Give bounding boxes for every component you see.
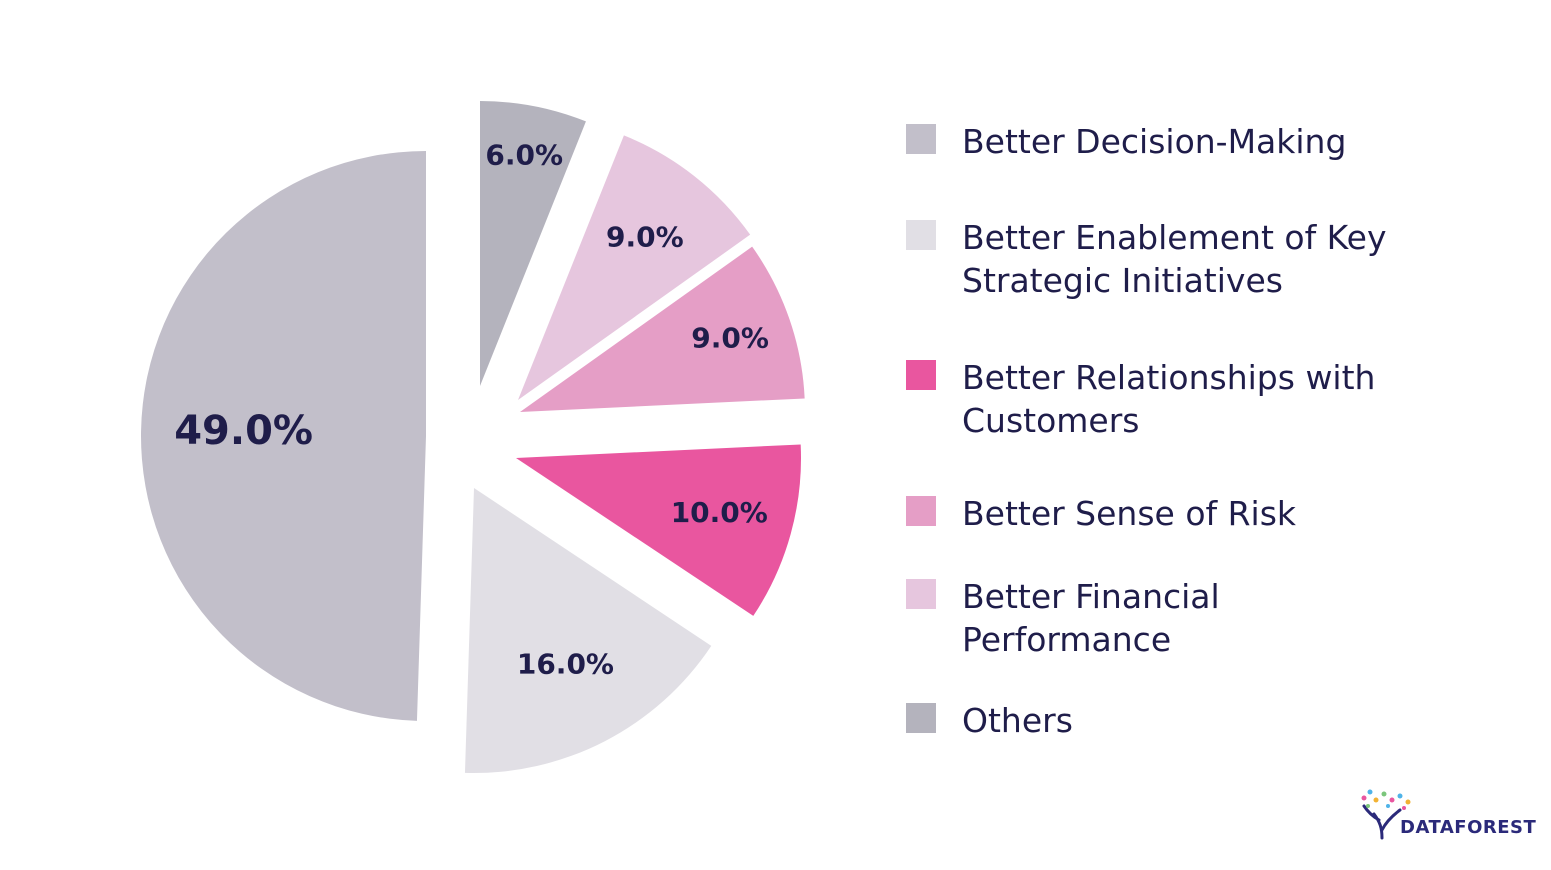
legend-swatch xyxy=(906,220,936,250)
pie-slice-better-enablement-of-key-strategic-initiatives xyxy=(464,488,712,773)
slice-data-label: 9.0% xyxy=(606,221,684,254)
pie-slice-others xyxy=(480,101,586,386)
legend-swatch xyxy=(906,579,936,609)
legend-label: Better Financial Performance xyxy=(962,577,1220,659)
dataforest-logo: DATAFOREST xyxy=(1358,786,1536,842)
legend-swatch xyxy=(906,124,936,154)
legend-label: Better Enablement of Key Strategic Initi… xyxy=(962,218,1387,300)
legend-item-relationships-customers: Better Relationships with Customers xyxy=(906,356,1432,442)
legend-item-key-strategic-initiatives: Better Enablement of Key Strategic Initi… xyxy=(906,216,1432,302)
brand-name: DATAFOREST xyxy=(1400,817,1537,838)
legend-label: Better Decision-Making xyxy=(962,122,1347,161)
slice-data-label: 6.0% xyxy=(485,139,563,172)
legend-item-decision-making: Better Decision-Making xyxy=(906,120,1432,163)
pie-slice-better-relationships-with-customers xyxy=(516,444,801,616)
chart-legend: Better Decision-Making Better Enablement… xyxy=(906,0,1466,870)
slice-data-label: 10.0% xyxy=(671,496,768,529)
legend-item-sense-of-risk: Better Sense of Risk xyxy=(906,492,1432,535)
legend-label: Others xyxy=(962,701,1073,740)
legend-swatch xyxy=(906,360,936,390)
legend-item-financial-performance: Better Financial Performance xyxy=(906,575,1432,661)
legend-item-others: Others xyxy=(906,699,1432,742)
slice-data-label: 16.0% xyxy=(517,647,614,680)
legend-swatch xyxy=(906,703,936,733)
legend-label: Better Relationships with Customers xyxy=(962,358,1376,440)
pie-slice-better-sense-of-risk xyxy=(520,246,805,412)
legend-label: Better Sense of Risk xyxy=(962,494,1297,533)
slice-data-label: 9.0% xyxy=(691,321,769,354)
pie-slice-better-financial-performance xyxy=(518,135,751,400)
slice-data-label: 49.0% xyxy=(174,408,313,454)
legend-swatch xyxy=(906,496,936,526)
pie-slice-better-decision-making xyxy=(140,150,426,721)
tree-logo-icon xyxy=(1361,789,1411,840)
